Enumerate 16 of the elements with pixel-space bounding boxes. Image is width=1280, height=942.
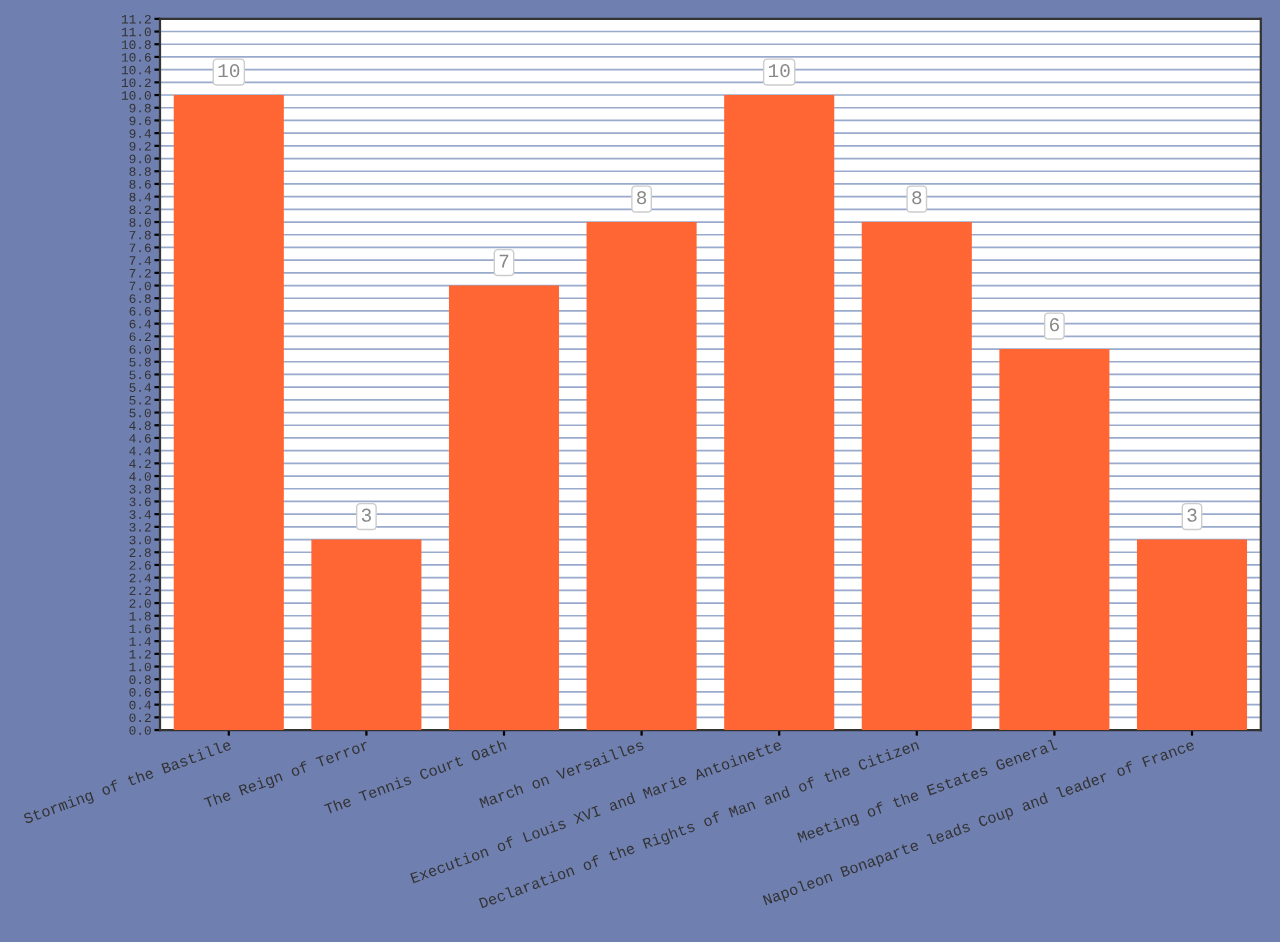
- bar: [173, 95, 284, 731]
- data-label: 8: [912, 191, 922, 205]
- bar: [311, 539, 422, 731]
- data-label: 6: [1050, 318, 1059, 332]
- bar: [724, 95, 835, 731]
- data-label: 3: [361, 508, 371, 522]
- data-label: 7: [499, 254, 509, 268]
- bar: [861, 222, 972, 731]
- data-label: 10: [218, 64, 240, 78]
- data-label: 8: [637, 191, 647, 205]
- bar: [448, 285, 560, 731]
- bar: [999, 349, 1110, 731]
- data-label: 3: [1187, 508, 1197, 522]
- data-label: 10: [768, 64, 790, 78]
- bar: [1136, 539, 1248, 731]
- bar: [586, 222, 697, 731]
